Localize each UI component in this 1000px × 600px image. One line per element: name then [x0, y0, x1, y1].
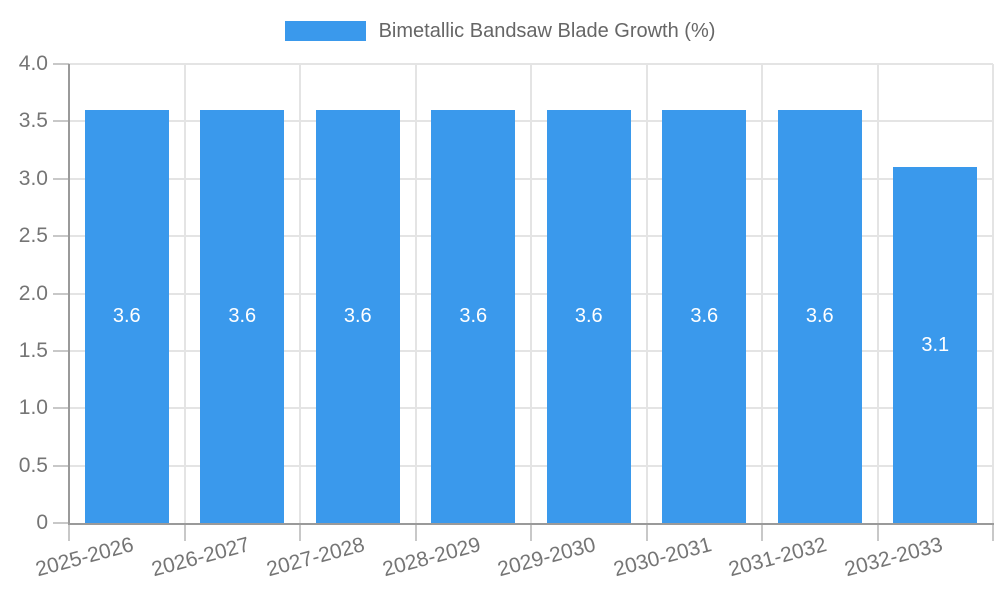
bar-2031-2032[interactable] — [777, 109, 862, 523]
y-tick-mark — [53, 349, 69, 352]
bar-value-label: 3.6 — [459, 305, 488, 328]
bar-value-label: 3.1 — [921, 334, 950, 357]
bar-2032-2033[interactable] — [893, 167, 978, 523]
x-axis-line — [68, 523, 994, 525]
x-tick-label: 2029-2030 — [495, 533, 599, 582]
y-tick-label: 1.0 — [18, 396, 48, 420]
y-tick-mark — [53, 63, 69, 65]
gridline-vertical — [299, 64, 301, 523]
x-tick-label: 2027-2028 — [264, 533, 368, 582]
y-tick-label: 0.5 — [18, 453, 48, 477]
bar-value-label: 3.6 — [228, 305, 257, 328]
x-tick-mark — [876, 525, 879, 541]
x-tick-label: 2032-2033 — [841, 533, 945, 582]
x-tick-label: 2025-2026 — [33, 533, 137, 582]
legend-swatch — [284, 21, 366, 41]
x-tick-mark — [761, 525, 763, 541]
gridline-vertical — [761, 64, 763, 523]
bar-2030-2031[interactable] — [662, 109, 747, 523]
x-tick-mark — [183, 525, 186, 541]
bar-2027-2028[interactable] — [315, 109, 400, 523]
y-tick-label: 0 — [36, 511, 48, 534]
x-tick-label: 2031-2032 — [726, 533, 830, 582]
x-tick-mark — [68, 525, 70, 541]
gridline-vertical — [530, 64, 532, 523]
chart-legend[interactable]: Bimetallic Bandsaw Blade Growth (%) — [0, 14, 1000, 48]
bar-value-label: 3.6 — [805, 305, 834, 328]
bar-value-label: 3.6 — [112, 305, 141, 328]
bar-value-label: 3.6 — [574, 305, 603, 328]
x-tick-mark — [414, 525, 417, 541]
gridline-vertical — [876, 64, 879, 523]
bar-2028-2029[interactable] — [431, 109, 516, 523]
x-tick-mark — [299, 525, 301, 541]
y-tick-label: 2.0 — [18, 281, 48, 305]
y-tick-mark — [53, 292, 69, 295]
y-tick-mark — [53, 120, 69, 123]
y-tick-label: 3.0 — [18, 166, 48, 190]
x-tick-label: 2026-2027 — [148, 533, 252, 582]
x-tick-mark — [645, 525, 648, 541]
y-tick-mark — [53, 177, 69, 180]
y-tick-mark — [53, 235, 69, 238]
bar-2029-2030[interactable] — [546, 109, 631, 523]
y-tick-label: 4.0 — [18, 52, 48, 75]
legend-label: Bimetallic Bandsaw Blade Growth (%) — [378, 20, 716, 42]
y-axis-line — [68, 64, 70, 525]
gridline-vertical — [183, 64, 186, 523]
bar-value-label: 3.6 — [343, 305, 372, 328]
gridline-vertical — [414, 64, 417, 523]
y-tick-mark — [53, 407, 69, 410]
y-tick-label: 2.5 — [18, 224, 48, 248]
y-tick-mark — [53, 464, 69, 467]
x-tick-mark — [992, 525, 994, 541]
bar-2025-2026[interactable] — [84, 109, 169, 523]
gridline-vertical — [992, 64, 994, 523]
y-tick-mark — [53, 522, 69, 524]
y-tick-label: 3.5 — [18, 109, 48, 133]
bar-2026-2027[interactable] — [200, 109, 285, 523]
x-tick-label: 2030-2031 — [610, 533, 714, 582]
y-tick-label: 1.5 — [18, 338, 48, 362]
x-tick-label: 2028-2029 — [379, 533, 483, 582]
gridline-vertical — [645, 64, 648, 523]
bar-value-label: 3.6 — [690, 305, 719, 328]
x-tick-mark — [530, 525, 532, 541]
